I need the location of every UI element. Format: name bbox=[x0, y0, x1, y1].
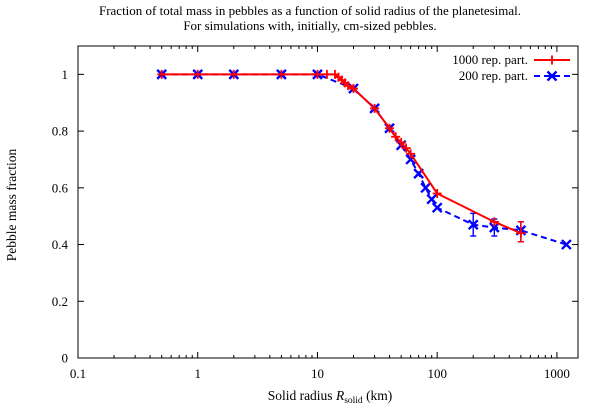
data-point-red-1000-rep bbox=[343, 81, 353, 91]
y-tick-label: 0.6 bbox=[52, 180, 69, 195]
y-tick-label: 0.8 bbox=[52, 124, 68, 139]
data-point-red-1000-rep bbox=[312, 69, 322, 79]
data-point-red-1000-rep bbox=[396, 137, 406, 147]
legend: 1000 rep. part. 200 rep. part. bbox=[452, 52, 570, 83]
plot-frame bbox=[77, 45, 579, 359]
data-point-blue-200-rep bbox=[405, 154, 416, 165]
x-axis-label-suffix: (km) bbox=[363, 388, 393, 403]
data-point-red-1000-rep bbox=[229, 69, 239, 79]
data-point-blue-200-rep bbox=[426, 193, 438, 205]
data-point-red-1000-rep bbox=[489, 217, 499, 227]
legend-marker-1000-rep bbox=[547, 55, 557, 65]
data-point-blue-200-rep bbox=[561, 239, 572, 250]
data-point-blue-200-rep bbox=[420, 182, 431, 194]
data-point-red-1000-rep bbox=[516, 228, 526, 238]
legend-label-1000-rep: 1000 rep. part. bbox=[452, 52, 528, 67]
chart-title-line-2: For simulations with, initially, cm-size… bbox=[183, 18, 436, 33]
data-point-red-1000-rep bbox=[391, 132, 401, 142]
series-blue-200-rep bbox=[156, 69, 572, 250]
x-axis-label-symbol: R bbox=[335, 388, 345, 403]
series-line-blue-200-rep bbox=[161, 73, 567, 246]
series-line-red-1000-rep bbox=[161, 73, 522, 235]
x-tick-label: 1000 bbox=[544, 366, 570, 381]
legend-marker-200-rep bbox=[546, 70, 558, 82]
data-point-red-1000-rep bbox=[401, 143, 411, 153]
data-point-red-1000-rep bbox=[406, 149, 416, 159]
chart-title-line-1: Fraction of total mass in pebbles as a f… bbox=[99, 3, 521, 18]
x-tick-label: 0.1 bbox=[70, 366, 86, 381]
y-axis-label: Pebble mass fraction bbox=[4, 149, 19, 262]
plot-area: 0.1 1 10 100 1000 0 0.2 0.4 0.6 0.8 1 bbox=[52, 45, 579, 381]
y-tick-label: 0 bbox=[62, 351, 69, 366]
data-point-blue-200-rep-d2 bbox=[426, 193, 438, 205]
data-point-red-1000-rep bbox=[385, 123, 395, 133]
x-axis-label-subscript: solid bbox=[344, 396, 363, 406]
x-tick-label: 1 bbox=[194, 366, 201, 381]
legend-point-red bbox=[547, 55, 557, 65]
y-tick-label: 0.2 bbox=[52, 294, 68, 309]
data-point-red-1000-rep bbox=[322, 69, 332, 79]
data-point-blue-200-rep-d2 bbox=[467, 219, 479, 231]
data-point-blue-200-rep bbox=[488, 222, 500, 233]
data-point-blue-200-rep bbox=[431, 202, 443, 214]
y-tick-label: 1 bbox=[62, 67, 69, 82]
series-red-1000-rep bbox=[157, 69, 526, 243]
data-point-red-1000-rep bbox=[370, 103, 380, 113]
data-point-red-1000-rep bbox=[157, 69, 167, 79]
data-point-red-1000-rep bbox=[276, 69, 286, 79]
legend-point-blue-d2 bbox=[546, 70, 558, 82]
data-point-blue-200-rep bbox=[467, 219, 479, 231]
legend-label-200-rep: 200 rep. part. bbox=[459, 68, 528, 83]
data-point-blue-200-rep-d2 bbox=[420, 182, 431, 194]
data-point-blue-200-rep-d2 bbox=[431, 202, 443, 214]
y-tick-label: 0.4 bbox=[52, 237, 69, 252]
x-tick-label: 10 bbox=[311, 366, 324, 381]
data-point-red-1000-rep bbox=[193, 69, 203, 79]
data-point-blue-200-rep-d2 bbox=[561, 239, 572, 250]
x-axis-label-prefix: Solid radius bbox=[268, 388, 336, 403]
axis-ticks: 0.1 1 10 100 1000 0 0.2 0.4 0.6 0.8 1 bbox=[52, 46, 578, 381]
x-axis-label: Solid radius Rsolid (km) bbox=[268, 388, 393, 406]
data-point-blue-200-rep-d2 bbox=[405, 154, 416, 165]
data-point-blue-200-rep-d2 bbox=[488, 222, 500, 233]
legend-point-blue bbox=[546, 70, 558, 82]
data-point-red-1000-rep bbox=[432, 188, 442, 198]
series-layer bbox=[156, 69, 572, 250]
x-tick-label: 100 bbox=[427, 366, 447, 381]
data-point-red-1000-rep bbox=[349, 84, 359, 94]
